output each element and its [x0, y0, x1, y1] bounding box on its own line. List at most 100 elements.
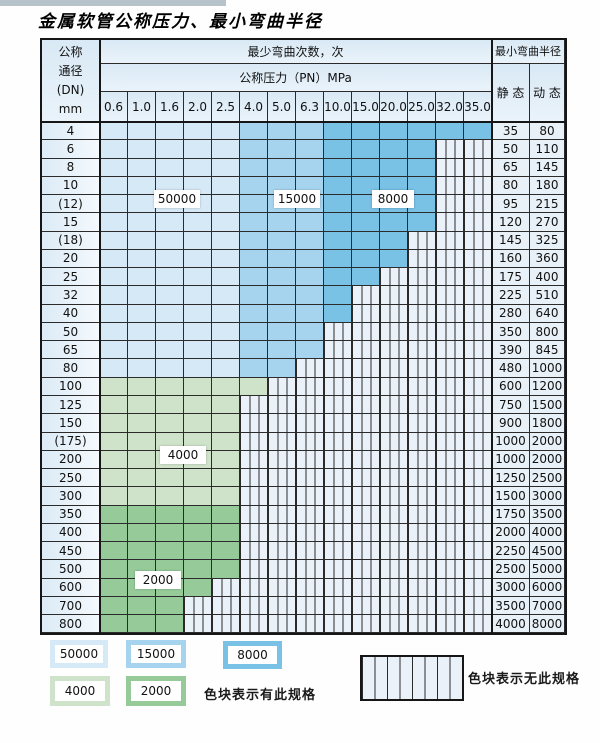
- spec-cell: [352, 158, 380, 177]
- no-spec-cell: [464, 542, 492, 561]
- spec-cell: [100, 377, 128, 396]
- no-spec-cell: [464, 578, 492, 597]
- dynamic-value-cell: 510: [530, 286, 565, 305]
- spec-cell: [268, 341, 296, 360]
- dn-cell: (175): [42, 432, 100, 451]
- legend-swatch-15000-label: 15000: [131, 645, 181, 663]
- spec-cell: [128, 249, 156, 269]
- spec-cell: [184, 213, 212, 232]
- spec-cell: [156, 286, 184, 305]
- spec-cell: [240, 122, 268, 141]
- legend-swatch-50000: 50000: [50, 640, 108, 668]
- no-spec-cell: [352, 596, 380, 616]
- spec-cell: [156, 304, 184, 323]
- no-spec-cell: [380, 322, 408, 342]
- spec-cell: [184, 286, 212, 305]
- spec-cell: [184, 341, 212, 360]
- no-spec-cell: [436, 414, 464, 433]
- spec-cell: [184, 122, 212, 141]
- no-spec-cell: [408, 450, 436, 470]
- spec-cell: [240, 195, 268, 214]
- spec-cell: [240, 176, 268, 196]
- spec-cell: [268, 158, 296, 177]
- static-value-cell: 350: [492, 322, 530, 342]
- no-spec-cell: [212, 596, 240, 616]
- dn-cell: 4: [42, 122, 100, 141]
- no-spec-cell: [436, 286, 464, 305]
- spec-cell: [184, 158, 212, 177]
- no-spec-cell: [324, 432, 352, 451]
- no-spec-cell: [408, 596, 436, 616]
- spec-cell: [268, 286, 296, 305]
- static-value-cell: 750: [492, 395, 530, 415]
- spec-cell: [128, 414, 156, 433]
- static-value-cell: 225: [492, 286, 530, 305]
- no-spec-cell: [408, 432, 436, 451]
- spec-cell: [184, 395, 212, 415]
- spec-cell: [156, 487, 184, 506]
- spec-cell: [156, 596, 184, 616]
- spec-cell: [184, 560, 212, 579]
- spec-cell: [296, 341, 324, 360]
- no-spec-cell: [436, 560, 464, 579]
- no-spec-cell: [464, 268, 492, 287]
- pressure-header-cell-15.0: 15.0: [352, 92, 380, 122]
- spec-cell: [128, 615, 156, 634]
- no-spec-cell: [352, 615, 380, 634]
- dynamic-value-cell: 4500: [530, 542, 565, 561]
- legend-swatch-8000-label: 8000: [228, 646, 277, 664]
- spec-cell: [212, 176, 240, 196]
- spec-cell: [212, 505, 240, 524]
- spec-cell: [100, 505, 128, 524]
- spec-cell: [212, 195, 240, 214]
- no-spec-cell: [352, 487, 380, 506]
- no-spec-cell: [240, 596, 268, 616]
- no-spec-cell: [380, 432, 408, 451]
- no-spec-cell: [296, 578, 324, 597]
- pressure-header: 公称压力（PN）MPa: [100, 64, 492, 92]
- spec-cell: [380, 122, 408, 141]
- no-spec-cell: [464, 560, 492, 579]
- spec-cell: [156, 122, 184, 141]
- no-spec-cell: [324, 322, 352, 342]
- no-spec-cell: [296, 450, 324, 470]
- radius-column-divider: [491, 40, 493, 634]
- no-spec-cell: [464, 304, 492, 323]
- spec-cell: [212, 542, 240, 561]
- spec-cell: [240, 304, 268, 323]
- radius-header: 最小弯曲半径: [492, 40, 565, 64]
- no-spec-cell: [296, 505, 324, 524]
- spec-cell: [184, 487, 212, 506]
- spec-cell: [184, 414, 212, 433]
- spec-cell: [464, 122, 492, 141]
- no-spec-cell: [352, 322, 380, 342]
- spec-cell: [408, 213, 436, 232]
- dn-cell: 80: [42, 359, 100, 378]
- no-spec-cell: [380, 542, 408, 561]
- dn-header-line3: (DN): [56, 82, 85, 97]
- pressure-header-cell-4.0: 4.0: [240, 92, 268, 122]
- no-spec-cell: [324, 359, 352, 378]
- dn-cell: 600: [42, 578, 100, 597]
- static-value-cell: 65: [492, 158, 530, 177]
- no-spec-cell: [296, 395, 324, 415]
- static-value-cell: 2250: [492, 542, 530, 561]
- spec-cell: [380, 158, 408, 177]
- no-spec-cell: [436, 249, 464, 269]
- spec-cell: [128, 176, 156, 196]
- static-value-cell: 2500: [492, 560, 530, 579]
- spec-cell: [128, 231, 156, 250]
- no-spec-cell: [296, 615, 324, 634]
- no-spec-cell: [408, 359, 436, 378]
- no-spec-cell: [268, 469, 296, 488]
- pressure-header-cell-35.0: 35.0: [464, 92, 492, 122]
- spec-cell: [156, 249, 184, 269]
- legend-swatch-8000: 8000: [223, 641, 282, 669]
- spec-cell: [352, 140, 380, 159]
- no-spec-cell: [296, 523, 324, 543]
- spec-cell: [408, 122, 436, 141]
- dynamic-value-cell: 400: [530, 268, 565, 287]
- spec-cell: [100, 414, 128, 433]
- spec-cell: [324, 249, 352, 269]
- no-spec-cell: [408, 322, 436, 342]
